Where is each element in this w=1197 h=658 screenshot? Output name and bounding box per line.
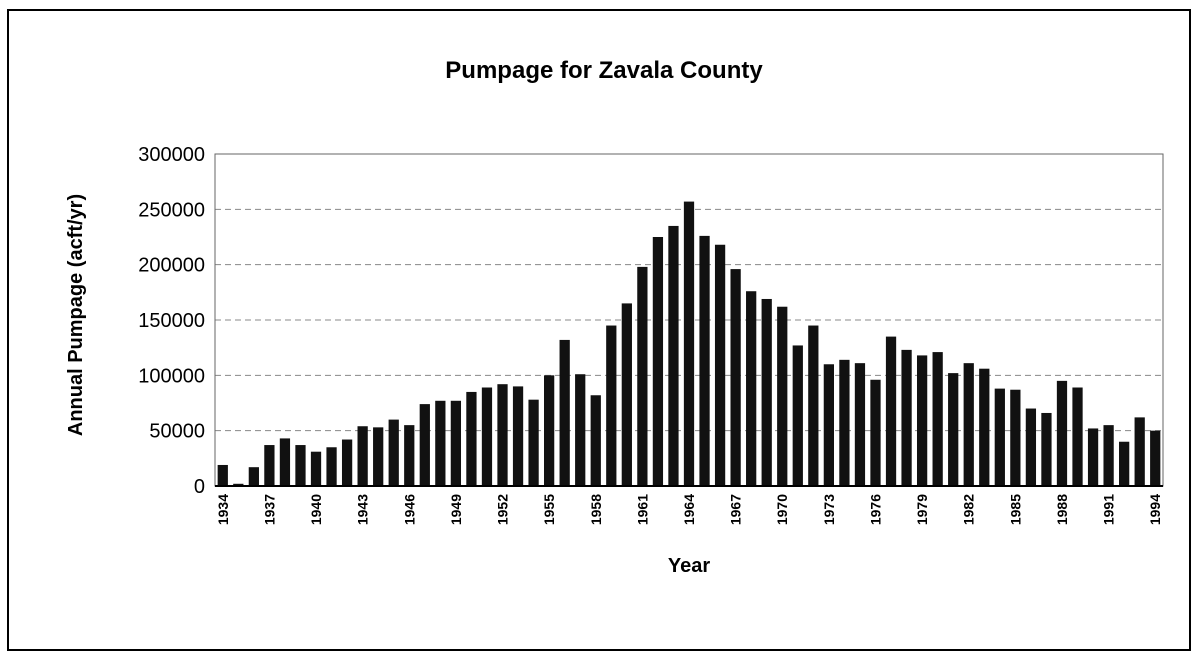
- y-tick-label: 200000: [138, 255, 205, 277]
- x-tick-label: 1994: [1147, 494, 1163, 525]
- bar: [979, 368, 990, 486]
- bar: [481, 387, 493, 486]
- bar: [310, 451, 322, 486]
- bar: [839, 359, 850, 486]
- x-tick-label: 1964: [681, 494, 697, 525]
- bar: [854, 363, 866, 486]
- bar: [1010, 389, 1021, 486]
- bar: [1103, 425, 1114, 486]
- x-tick-label: 1973: [821, 494, 837, 525]
- bar: [528, 399, 539, 486]
- bar: [730, 269, 741, 486]
- bar: [295, 445, 306, 486]
- bar: [404, 425, 415, 486]
- x-tick-label: 1940: [308, 494, 324, 525]
- bar: [823, 364, 834, 486]
- bar: [248, 467, 259, 486]
- bar: [217, 464, 228, 486]
- bar: [497, 384, 508, 486]
- bar: [1150, 430, 1161, 486]
- chart-title: Pumpage for Zavala County: [445, 57, 763, 84]
- bar: [916, 355, 928, 486]
- bar: [808, 325, 819, 486]
- x-tick-label: 1955: [541, 494, 557, 525]
- bar: [357, 426, 368, 486]
- x-tick-label: 1982: [961, 494, 977, 525]
- bar: [606, 325, 617, 486]
- y-tick-label: 100000: [138, 365, 205, 387]
- bar: [1041, 412, 1052, 486]
- x-tick-label: 1967: [728, 494, 744, 525]
- bar: [419, 404, 430, 486]
- bar: [870, 379, 881, 486]
- y-tick-label: 250000: [138, 199, 205, 221]
- x-tick-label: 1949: [448, 494, 464, 525]
- bar: [590, 395, 601, 486]
- x-tick-label: 1991: [1101, 494, 1117, 525]
- bar: [714, 244, 726, 486]
- bar: [652, 237, 664, 486]
- bar: [746, 291, 757, 486]
- bar: [1134, 417, 1145, 486]
- y-tick-label: 300000: [138, 144, 205, 166]
- bar: [994, 388, 1005, 486]
- bar: [373, 427, 384, 486]
- bar: [901, 349, 912, 486]
- bar: [512, 386, 524, 486]
- bar: [963, 363, 974, 486]
- x-tick-label: 1952: [495, 494, 511, 525]
- bar: [1056, 380, 1068, 486]
- bar: [466, 391, 477, 486]
- bar: [435, 400, 446, 486]
- x-tick-label: 1943: [355, 494, 371, 525]
- bar: [792, 345, 803, 486]
- bar: [668, 225, 679, 486]
- x-tick-label: 1985: [1007, 494, 1023, 525]
- bar: [683, 201, 695, 486]
- bar: [1025, 408, 1037, 486]
- bar: [559, 339, 570, 486]
- bar: [233, 483, 244, 486]
- bar: [761, 298, 772, 486]
- x-tick-label: 1976: [867, 494, 883, 525]
- bar: [575, 374, 586, 486]
- bar: [1072, 387, 1083, 486]
- x-tick-label: 1988: [1054, 494, 1070, 525]
- bar: [388, 419, 399, 486]
- bar: [279, 438, 291, 486]
- y-tick-label: 50000: [149, 421, 205, 443]
- bar: [326, 447, 337, 486]
- bar: [777, 306, 788, 486]
- bar: [1119, 441, 1130, 486]
- bar: [1087, 428, 1099, 486]
- bar: [621, 303, 632, 486]
- bar: [948, 373, 959, 486]
- bar: [544, 375, 555, 486]
- bar: [264, 445, 275, 486]
- bar: [932, 352, 943, 486]
- x-axis-label: Year: [668, 555, 710, 577]
- bar: [450, 400, 462, 486]
- x-tick-label: 1979: [914, 494, 930, 525]
- x-tick-label: 1946: [401, 494, 417, 525]
- y-tick-label: 150000: [138, 310, 205, 332]
- y-axis-label: Annual Pumpage (acft/yr): [65, 194, 87, 436]
- bar: [637, 266, 648, 486]
- x-tick-label: 1934: [215, 494, 231, 525]
- x-tick-label: 1937: [261, 494, 277, 525]
- bar: [885, 336, 897, 486]
- y-tick-label: 0: [194, 476, 205, 498]
- x-tick-label: 1970: [774, 494, 790, 525]
- bar: [341, 439, 353, 486]
- frame: [7, 9, 1191, 651]
- x-tick-label: 1961: [634, 494, 650, 525]
- bar: [699, 235, 710, 486]
- x-tick-label: 1958: [588, 494, 604, 525]
